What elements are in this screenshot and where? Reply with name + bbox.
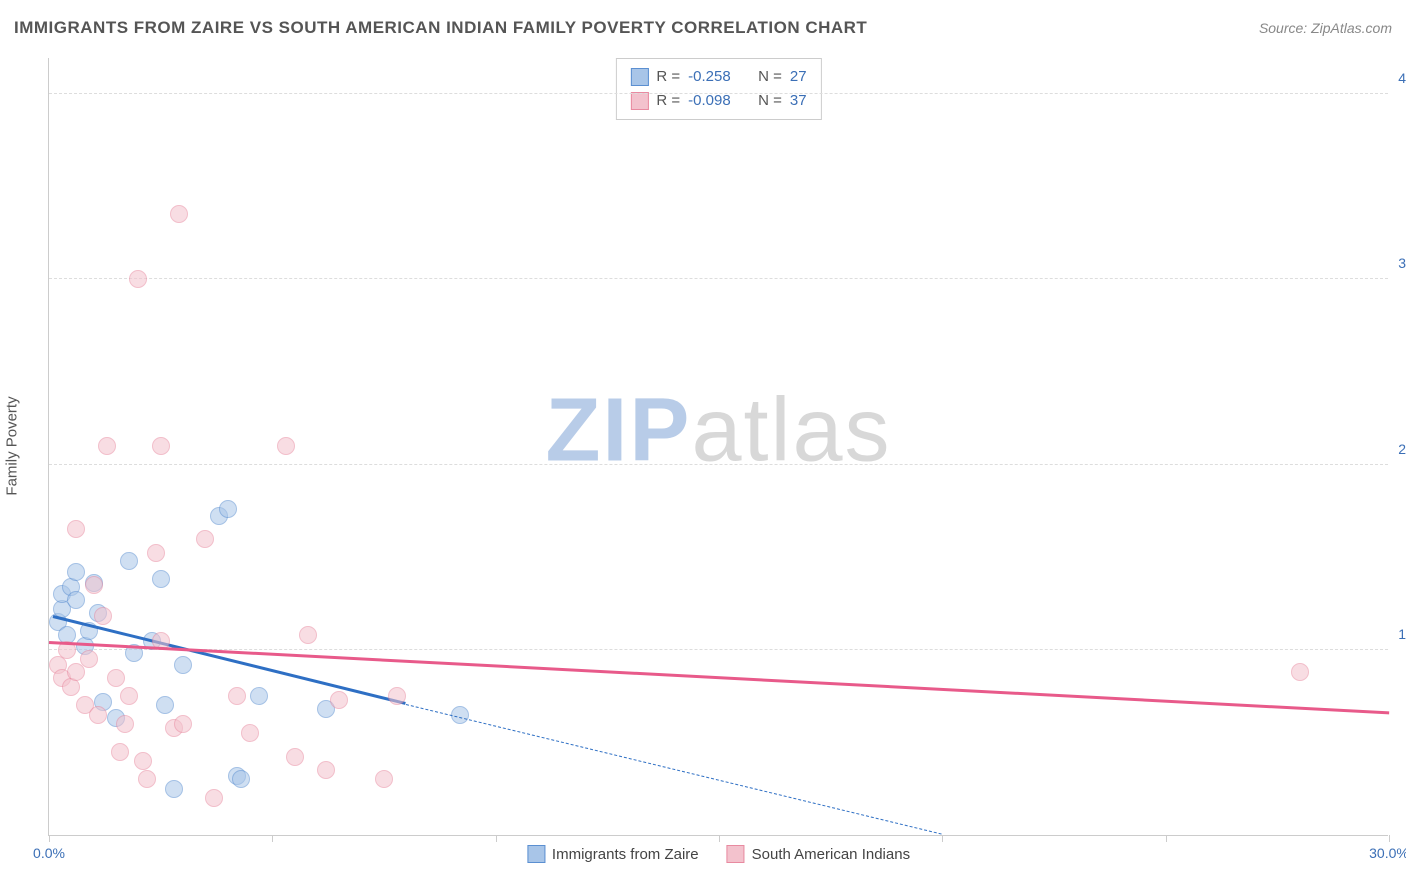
scatter-point	[219, 500, 237, 518]
scatter-point	[174, 656, 192, 674]
scatter-point	[330, 691, 348, 709]
scatter-point	[94, 607, 112, 625]
scatter-point	[375, 770, 393, 788]
scatter-point	[134, 752, 152, 770]
x-tick-label: 30.0%	[1369, 845, 1406, 861]
scatter-point	[317, 761, 335, 779]
scatter-point	[388, 687, 406, 705]
y-tick-label: 20.0%	[1378, 441, 1406, 457]
legend-swatch	[727, 845, 745, 863]
scatter-point	[196, 530, 214, 548]
chart-title: IMMIGRANTS FROM ZAIRE VS SOUTH AMERICAN …	[14, 18, 867, 38]
scatter-point	[80, 650, 98, 668]
scatter-point	[138, 770, 156, 788]
scatter-point	[152, 570, 170, 588]
scatter-point	[67, 563, 85, 581]
watermark: ZIPatlas	[545, 379, 891, 482]
scatter-point	[85, 576, 103, 594]
gridline	[49, 93, 1388, 94]
x-tick	[272, 835, 273, 842]
legend-series-label: Immigrants from Zaire	[552, 846, 699, 863]
x-tick	[496, 835, 497, 842]
scatter-point	[1291, 663, 1309, 681]
scatter-point	[165, 780, 183, 798]
scatter-point	[89, 706, 107, 724]
legend-series-item: Immigrants from Zaire	[527, 845, 699, 863]
gridline	[49, 649, 1388, 650]
scatter-point	[156, 696, 174, 714]
scatter-point	[120, 687, 138, 705]
plot-area: ZIPatlas R =-0.258N =27R =-0.098N =37 Im…	[48, 58, 1388, 836]
x-tick	[942, 835, 943, 842]
scatter-point	[67, 591, 85, 609]
scatter-point	[67, 520, 85, 538]
regression-line	[49, 641, 1389, 714]
scatter-point	[98, 437, 116, 455]
scatter-point	[205, 789, 223, 807]
gridline	[49, 278, 1388, 279]
scatter-point	[228, 687, 246, 705]
regression-line	[406, 704, 942, 835]
x-tick	[49, 835, 50, 842]
x-tick	[1389, 835, 1390, 842]
scatter-point	[107, 669, 125, 687]
y-tick-label: 10.0%	[1378, 626, 1406, 642]
legend-n-value: 27	[790, 65, 807, 89]
x-tick	[719, 835, 720, 842]
watermark-part1: ZIP	[545, 380, 691, 480]
legend-swatch	[630, 68, 648, 86]
scatter-point	[147, 544, 165, 562]
scatter-point	[277, 437, 295, 455]
source-text: Source: ZipAtlas.com	[1259, 20, 1392, 36]
scatter-point	[116, 715, 134, 733]
legend-series-label: South American Indians	[752, 846, 910, 863]
watermark-part2: atlas	[691, 380, 891, 480]
legend-correlation-row: R = -0.258 N = 27	[630, 65, 806, 89]
scatter-point	[67, 663, 85, 681]
legend-n-label: N =	[758, 65, 782, 89]
x-tick	[1166, 835, 1167, 842]
scatter-point	[299, 626, 317, 644]
legend-correlation: R =-0.258N =27R =-0.098N =37	[615, 58, 821, 120]
legend-swatch	[630, 92, 648, 110]
scatter-point	[152, 437, 170, 455]
legend-r-label: R =	[656, 65, 680, 89]
scatter-point	[232, 770, 250, 788]
scatter-point	[170, 205, 188, 223]
scatter-point	[250, 687, 268, 705]
scatter-point	[129, 270, 147, 288]
x-tick-label: 0.0%	[33, 845, 65, 861]
scatter-point	[286, 748, 304, 766]
legend-series: Immigrants from Zaire South American Indi…	[527, 845, 910, 863]
scatter-point	[120, 552, 138, 570]
scatter-point	[241, 724, 259, 742]
legend-r-value: -0.258	[688, 65, 750, 89]
legend-swatch	[527, 845, 545, 863]
y-axis-label: Family Poverty	[4, 396, 21, 495]
scatter-point	[111, 743, 129, 761]
legend-series-item: South American Indians	[727, 845, 910, 863]
gridline	[49, 464, 1388, 465]
y-tick-label: 40.0%	[1378, 70, 1406, 86]
y-tick-label: 30.0%	[1378, 255, 1406, 271]
scatter-point	[174, 715, 192, 733]
